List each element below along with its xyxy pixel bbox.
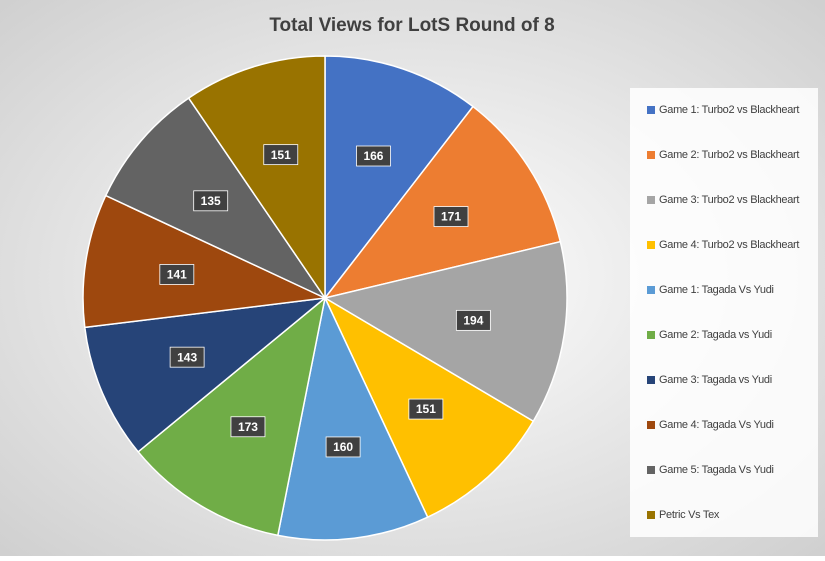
legend-label: Petric Vs Tex	[659, 509, 720, 521]
data-label: 171	[441, 210, 461, 224]
data-label: 160	[333, 440, 353, 454]
legend-swatch	[647, 466, 655, 474]
data-label-box	[408, 398, 444, 420]
legend-swatch	[647, 196, 655, 204]
data-label: 151	[271, 148, 291, 162]
legend-label: Game 5: Tagada Vs Yudi	[659, 464, 774, 476]
pie-slice	[83, 296, 328, 453]
legend-swatch	[647, 421, 655, 429]
legend-label: Game 4: Turbo2 vs Blackheart	[659, 239, 799, 251]
pie-slice	[324, 55, 475, 301]
legend-swatch	[647, 106, 655, 114]
legend-label: Game 3: Turbo2 vs Blackheart	[659, 194, 799, 206]
data-label: 151	[416, 402, 436, 416]
legend-swatch	[647, 241, 655, 249]
legend-label: Game 1: Tagada Vs Yudi	[659, 284, 774, 296]
legend-label: Game 2: Tagada vs Yudi	[659, 329, 772, 341]
legend-box	[630, 88, 818, 537]
data-label: 173	[238, 420, 258, 434]
data-label-box	[433, 206, 469, 227]
pie-slice	[187, 55, 326, 301]
data-label: 166	[363, 149, 383, 163]
data-label-box	[356, 145, 391, 167]
data-label-box	[169, 346, 205, 368]
pie-slice	[323, 105, 562, 300]
legend-swatch	[647, 151, 655, 159]
data-label: 135	[201, 194, 221, 208]
legend-label: Game 2: Turbo2 vs Blackheart	[659, 149, 799, 161]
legend-swatch	[647, 511, 655, 519]
pie-slice	[82, 194, 328, 329]
data-label-box	[325, 436, 361, 458]
data-label: 143	[177, 350, 197, 364]
legend-swatch	[647, 331, 655, 339]
data-label-box	[230, 416, 266, 438]
data-label-box	[263, 144, 299, 166]
legend-label: Game 1: Turbo2 vs Blackheart	[659, 104, 799, 116]
data-label-box	[455, 309, 491, 331]
legend-label: Game 4: Tagada Vs Yudi	[659, 419, 774, 431]
pie-slice	[276, 295, 429, 541]
legend-label: Game 3: Tagada vs Yudi	[659, 374, 772, 386]
pie-slice	[323, 240, 568, 423]
data-label-box	[193, 190, 229, 212]
data-label: 141	[167, 268, 187, 282]
legend-swatch	[647, 376, 655, 384]
data-label-box	[159, 264, 195, 285]
data-label: 194	[463, 314, 483, 328]
legend-swatch	[647, 286, 655, 294]
chart-title: Total Views for LotS Round of 8	[269, 15, 554, 36]
